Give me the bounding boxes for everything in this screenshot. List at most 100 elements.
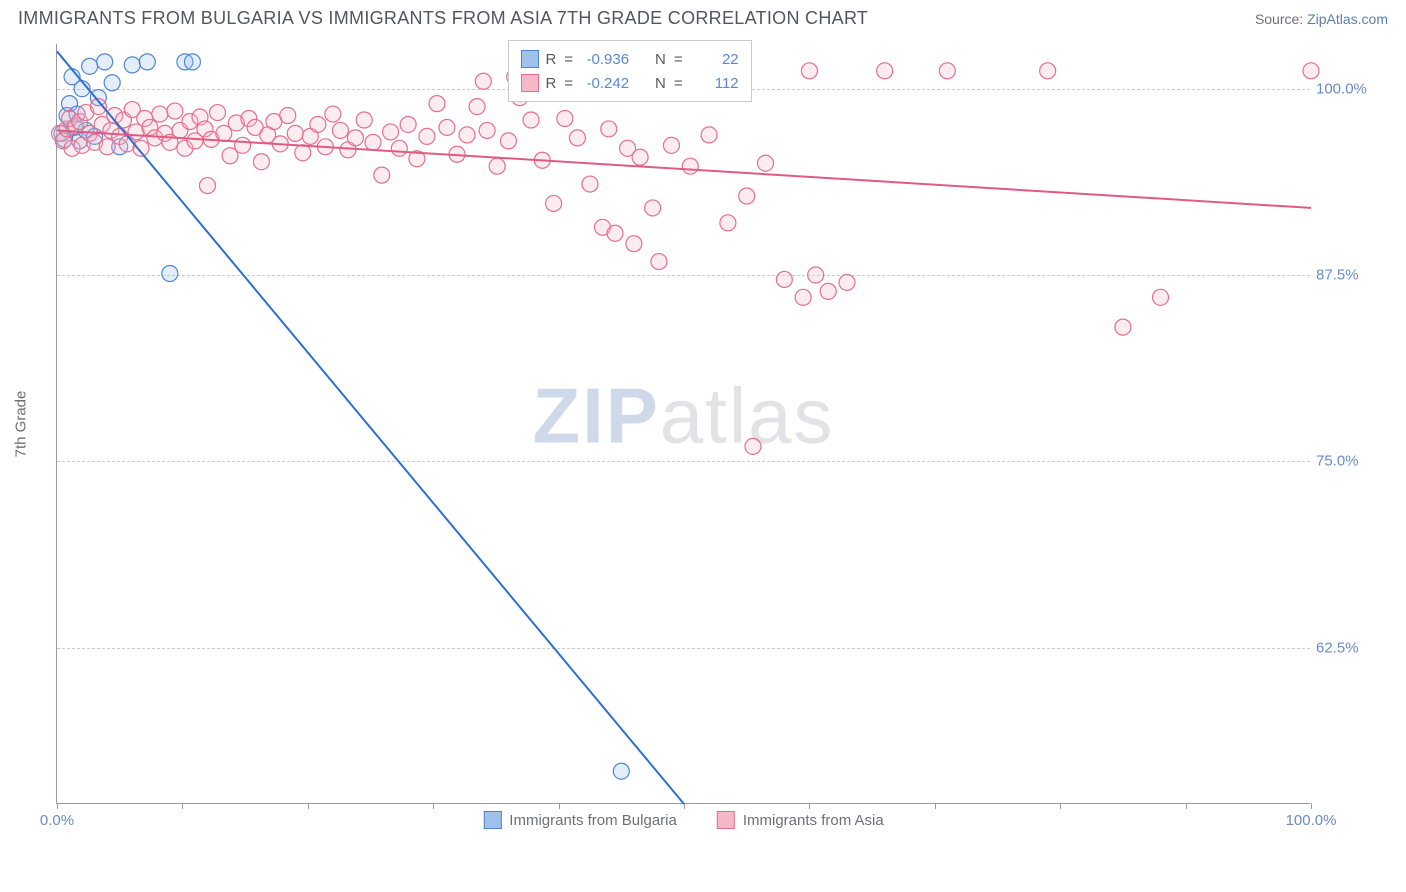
data-point-asia [1303,63,1319,79]
data-point-bulgaria [184,54,200,70]
legend-label: Immigrants from Bulgaria [509,812,677,829]
data-point-bulgaria [82,58,98,74]
data-point-asia [745,438,761,454]
legend-label: Immigrants from Asia [743,812,884,829]
data-point-asia [607,225,623,241]
legend-n-value: 22 [691,51,739,68]
data-point-asia [152,106,168,122]
legend-r-value: -0.936 [581,51,629,68]
data-point-asia [365,134,381,150]
source-credit: Source: ZipAtlas.com [1255,11,1388,27]
data-point-asia [391,140,407,156]
y-tick-label: 100.0% [1316,80,1380,97]
legend-item-bulgaria: Immigrants from Bulgaria [483,811,677,829]
y-tick-label: 62.5% [1316,639,1380,656]
data-point-asia [1153,289,1169,305]
x-tick [1311,803,1312,809]
data-point-bulgaria [162,265,178,281]
data-point-asia [651,254,667,270]
y-tick-label: 87.5% [1316,266,1380,283]
data-point-asia [439,119,455,135]
legend-row-bulgaria: R=-0.936N=22 [521,47,738,71]
source-label: Source: [1255,11,1303,27]
data-point-bulgaria [104,75,120,91]
legend-row-asia: R=-0.242N=112 [521,71,738,95]
data-point-bulgaria [97,54,113,70]
source-link[interactable]: ZipAtlas.com [1307,11,1388,27]
x-tick-label: 100.0% [1286,812,1337,829]
data-point-asia [167,103,183,119]
plot-svg [57,44,1311,804]
legend-r-label: R [545,51,556,68]
legend-swatch [521,74,539,92]
data-point-asia [235,137,251,153]
data-point-asia [523,112,539,128]
x-tick-label: 0.0% [40,812,74,829]
y-axis-title: 7th Grade [13,390,30,457]
series-legend: Immigrants from Bulgaria Immigrants from … [483,811,883,829]
legend-r-value: -0.242 [581,75,629,92]
trendline-asia [57,130,1311,207]
data-point-asia [295,145,311,161]
legend-swatch [521,50,539,68]
data-point-asia [199,178,215,194]
data-point-asia [626,236,642,252]
data-point-asia [720,215,736,231]
correlation-legend: R=-0.936N=22R=-0.242N=112 [508,40,751,102]
data-point-asia [758,155,774,171]
data-point-asia [459,127,475,143]
data-point-asia [582,176,598,192]
data-point-bulgaria [139,54,155,70]
data-point-asia [347,130,363,146]
data-point-asia [500,133,516,149]
data-point-asia [877,63,893,79]
chart-title: IMMIGRANTS FROM BULGARIA VS IMMIGRANTS F… [18,8,868,29]
data-point-asia [820,283,836,299]
data-point-asia [839,274,855,290]
data-point-asia [489,158,505,174]
data-point-asia [557,111,573,127]
legend-swatch [717,811,735,829]
data-point-asia [739,188,755,204]
data-point-asia [808,267,824,283]
data-point-asia [663,137,679,153]
data-point-asia [356,112,372,128]
data-point-asia [801,63,817,79]
data-point-asia [280,108,296,124]
legend-swatch [483,811,501,829]
data-point-asia [429,96,445,112]
data-point-asia [1040,63,1056,79]
legend-n-label: N [655,51,666,68]
data-point-asia [546,195,562,211]
data-point-asia [939,63,955,79]
data-point-asia [776,271,792,287]
data-point-asia [374,167,390,183]
data-point-asia [701,127,717,143]
data-point-asia [383,124,399,140]
data-point-asia [210,105,226,121]
data-point-asia [469,99,485,115]
data-point-asia [475,73,491,89]
data-point-asia [1115,319,1131,335]
data-point-asia [682,158,698,174]
data-point-asia [325,106,341,122]
plot-area: ZIPatlas 62.5%75.0%87.5%100.0%0.0%100.0%… [56,44,1310,804]
chart-container: ZIPatlas 62.5%75.0%87.5%100.0%0.0%100.0%… [56,44,1386,832]
legend-n-label: N [655,75,666,92]
data-point-asia [569,130,585,146]
legend-item-asia: Immigrants from Asia [717,811,884,829]
y-tick-label: 75.0% [1316,453,1380,470]
data-point-asia [133,140,149,156]
data-point-asia [400,116,416,132]
data-point-asia [795,289,811,305]
data-point-asia [253,154,269,170]
data-point-bulgaria [124,57,140,73]
data-point-asia [479,122,495,138]
legend-r-label: R [545,75,556,92]
data-point-asia [645,200,661,216]
data-point-asia [287,125,303,141]
legend-n-value: 112 [691,75,739,92]
data-point-asia [601,121,617,137]
data-point-asia [332,122,348,138]
data-point-asia [632,149,648,165]
